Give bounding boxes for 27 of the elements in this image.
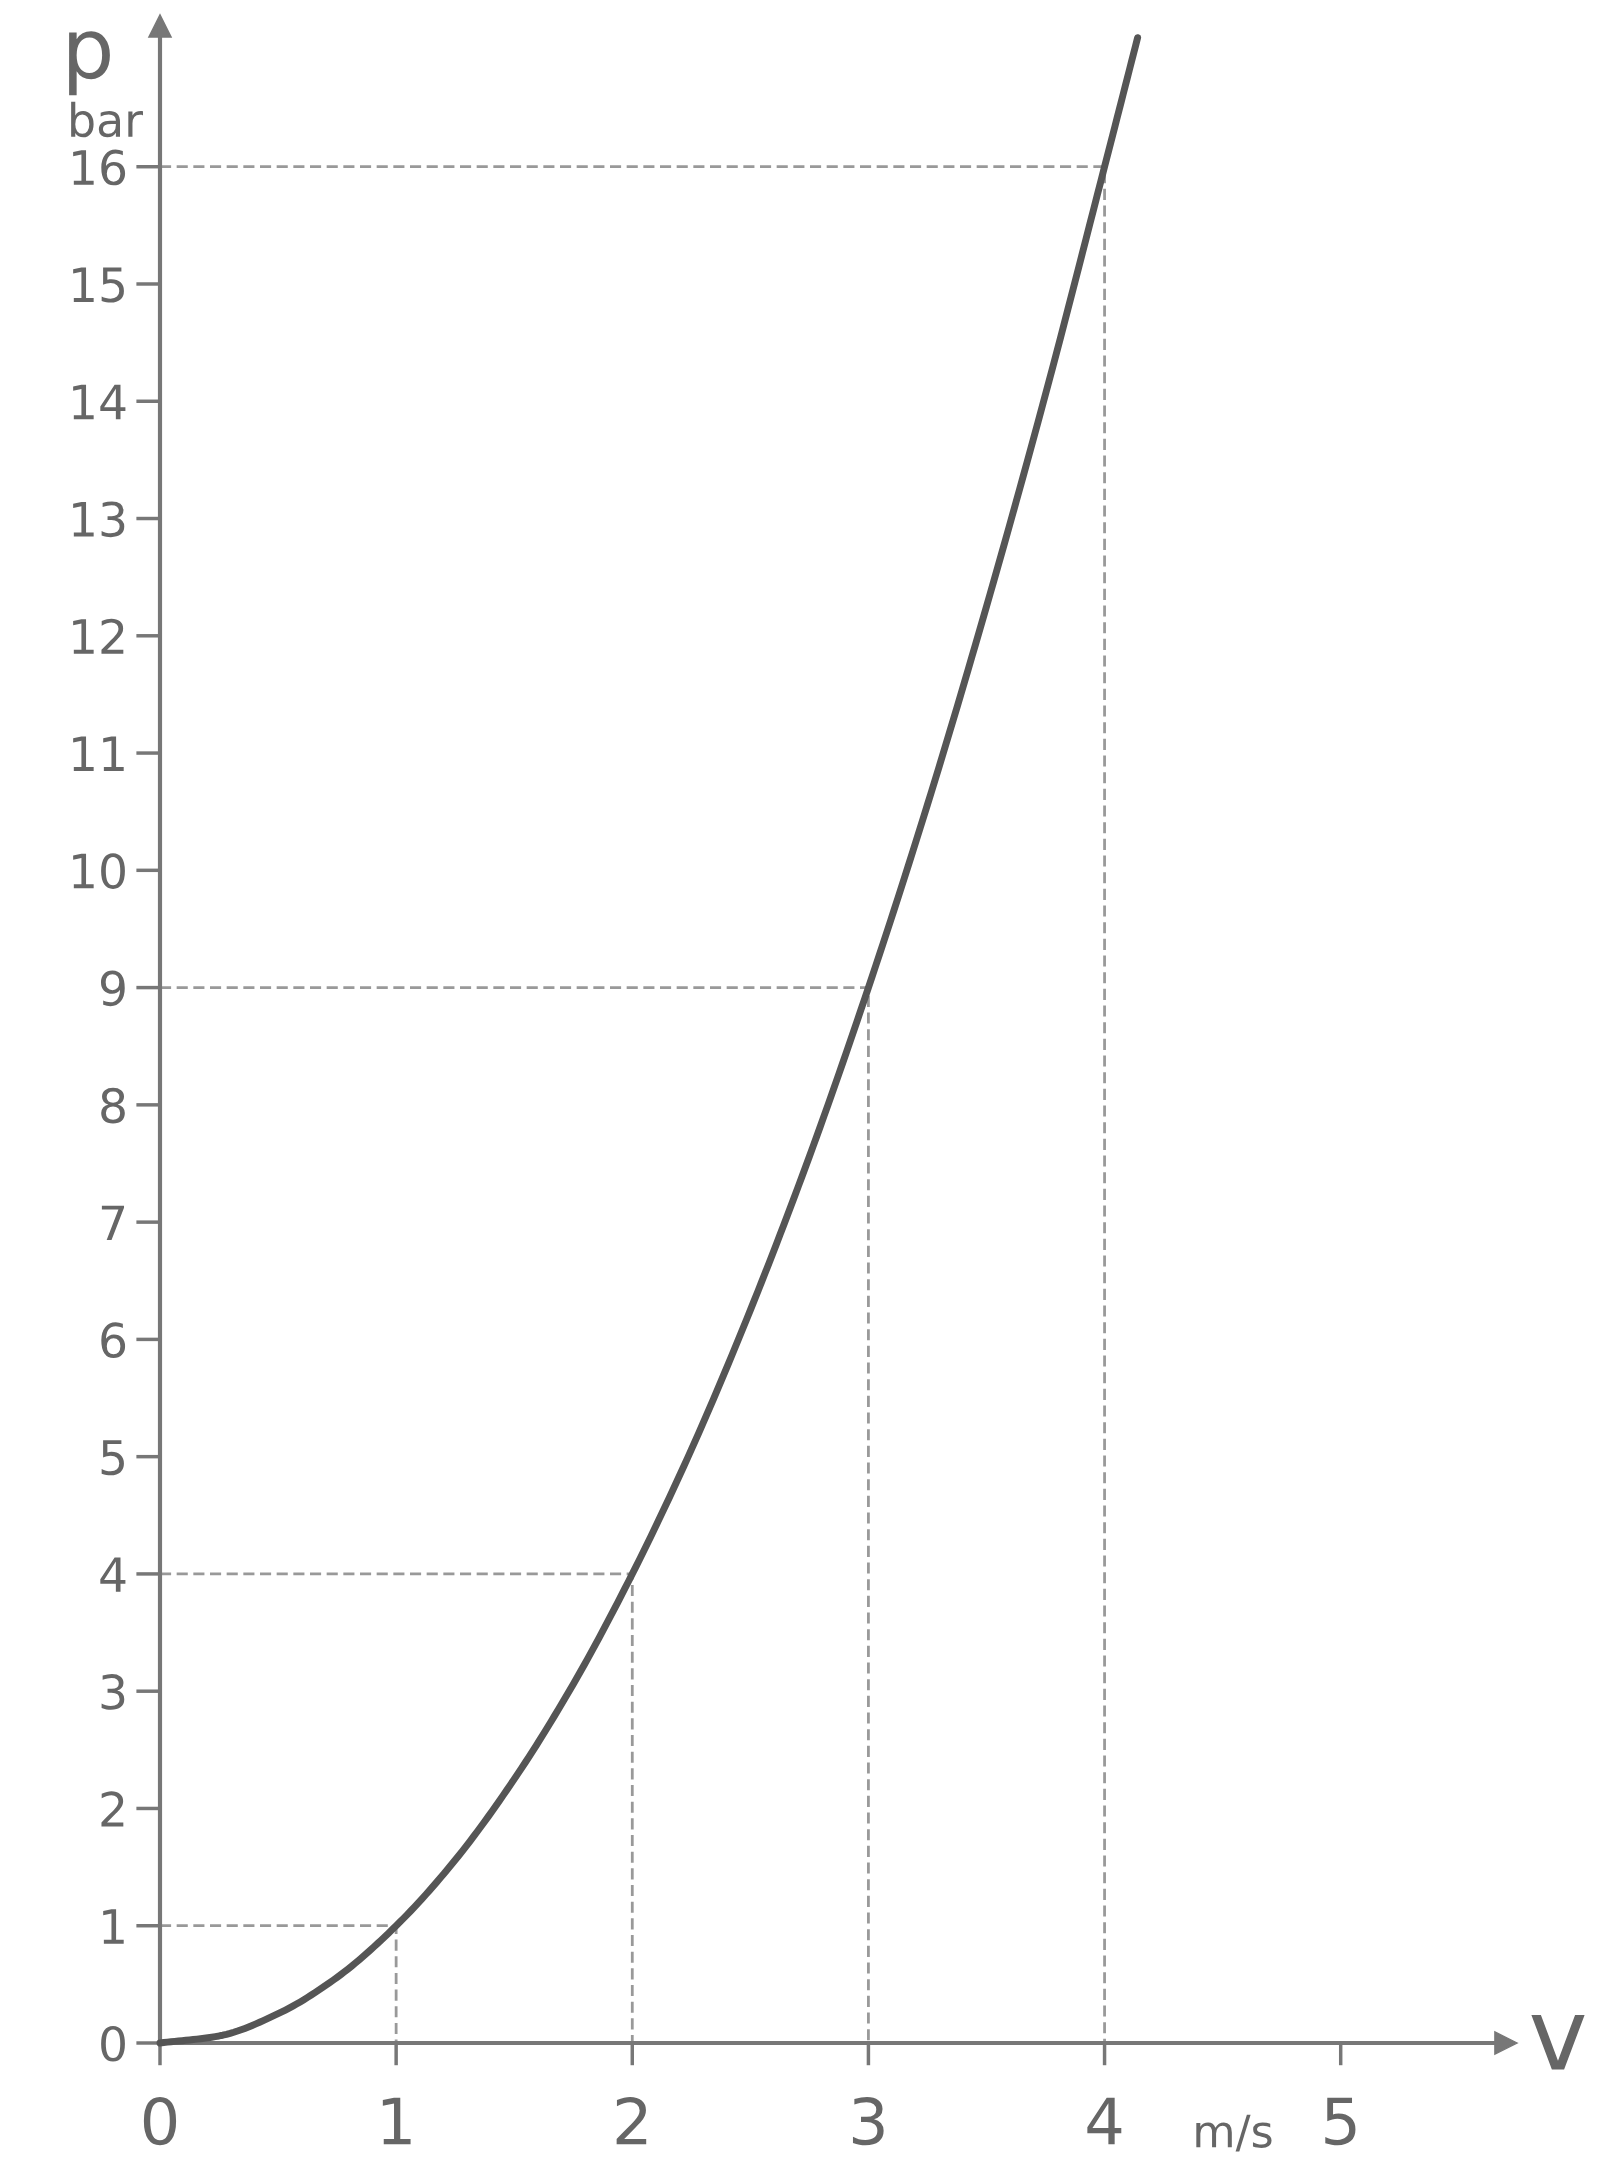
y-tick-label: 9 [100,970,125,1007]
y-tick-label: 15 [73,267,124,303]
text: bar [71,101,144,138]
y-tick-label: 5 [101,1440,124,1476]
x-tick-label: 1 [382,2097,411,2145]
y-tick-label: 1 [103,1909,124,1944]
x-tick-label: 3 [852,2096,884,2146]
y-tick-label: 12 [73,618,124,654]
x-tick-label: 4 [1087,2097,1122,2145]
text: m/s [1196,2114,1272,2152]
y-axis-title: p [69,31,110,96]
y-tick-label: 2 [101,1791,124,1827]
y-tick-label: 4 [100,1557,126,1592]
x-axis-title: v [1531,2014,1585,2070]
x-tick-label: 5 [1325,2097,1356,2146]
y-tick-label: 16 [73,149,126,186]
y-tick-label: 0 [101,2025,125,2062]
y-tick-label: 7 [101,1205,125,1241]
y-tick-label: 3 [101,1674,125,1710]
x-tick-label: 0 [143,2096,177,2146]
x-tick-label: 2 [616,2096,647,2145]
y-tick-label: 10 [73,853,125,889]
y-tick-label: 13 [73,501,125,538]
y-tick-label: 11 [73,736,124,771]
y-tick-label: 8 [101,1087,125,1124]
y-tick-label: 14 [73,384,126,420]
y-tick-label: 6 [101,1322,126,1359]
